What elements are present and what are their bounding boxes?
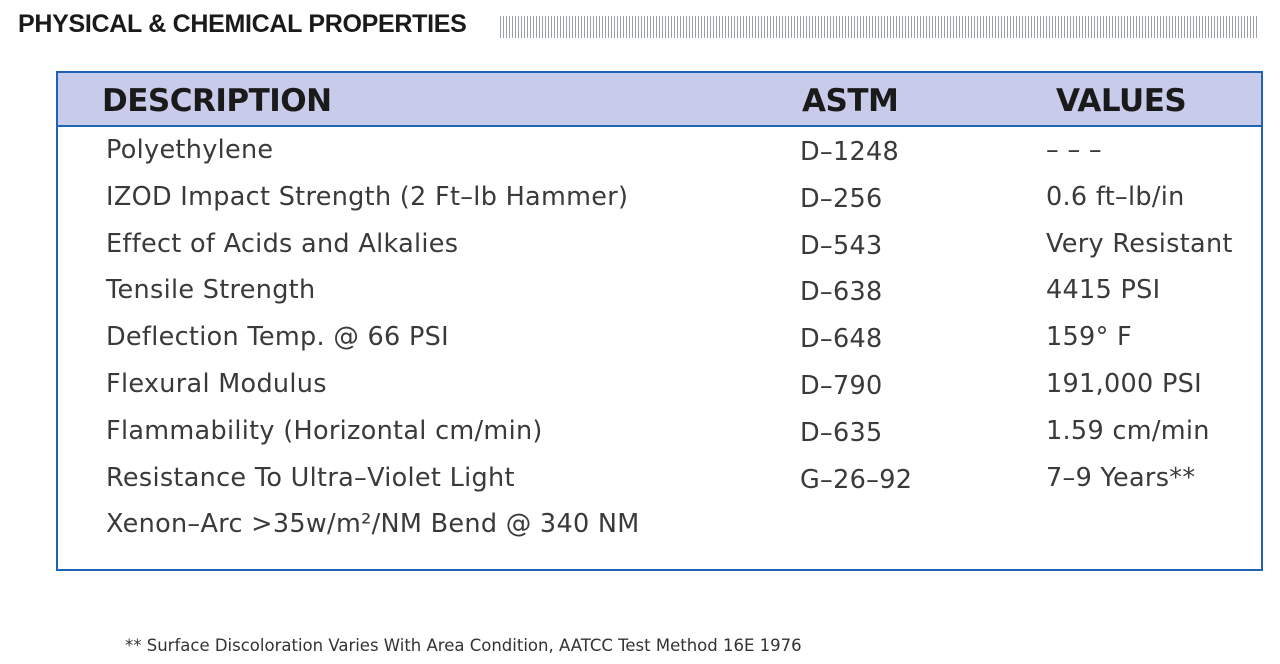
table-cell: Deflection Temp. @ 66 PSI bbox=[106, 322, 449, 353]
table-cell: Flexural Modulus bbox=[106, 369, 327, 399]
table-cell: 1.59 cm/min bbox=[1046, 415, 1210, 446]
table-cell: 4415 PSI bbox=[1046, 275, 1161, 306]
footnote: ** Surface Discoloration Varies With Are… bbox=[125, 636, 802, 655]
table-cell: Xenon–Arc >35w/m²/NM Bend @ 340 NM bbox=[106, 509, 640, 540]
table-cell: 7–9 Years** bbox=[1046, 462, 1196, 493]
table-cell: 0.6 ft–lb/in bbox=[1046, 181, 1185, 212]
table-cell: Resistance To Ultra–Violet Light bbox=[106, 462, 515, 493]
title-rule bbox=[500, 16, 1258, 38]
table-cell: D–1248 bbox=[800, 137, 900, 167]
table-cell: D–638 bbox=[800, 277, 883, 308]
column-header: DESCRIPTION bbox=[102, 83, 332, 119]
properties-table: DESCRIPTION ASTM VALUES Polyethylene D–1248… bbox=[56, 71, 1263, 571]
table-cell: D–635 bbox=[800, 417, 883, 448]
table-cell: D–256 bbox=[800, 183, 883, 214]
section-title: PHYSICAL & CHEMICAL PROPERTIES bbox=[18, 10, 467, 38]
table-cell: Tensile Strength bbox=[106, 275, 316, 306]
table-cell: Effect of Acids and Alkalies bbox=[106, 228, 459, 259]
table-cell: D–543 bbox=[800, 230, 883, 261]
table-cell: – – – bbox=[1046, 135, 1102, 165]
table-cell: 159° F bbox=[1046, 322, 1132, 353]
table-cell: Very Resistant bbox=[1046, 228, 1233, 259]
table-header: DESCRIPTION ASTM VALUES bbox=[58, 73, 1261, 127]
table-cell: Polyethylene bbox=[106, 135, 274, 165]
table-cell: G–26–92 bbox=[800, 464, 913, 495]
table-cell: Flammability (Horizontal cm/min) bbox=[106, 415, 543, 446]
column-header: VALUES bbox=[1056, 83, 1187, 119]
column-header: ASTM bbox=[802, 83, 899, 119]
table-cell: D–790 bbox=[800, 371, 883, 401]
table-cell: IZOD Impact Strength (2 Ft–lb Hammer) bbox=[106, 181, 629, 212]
table-cell: D–648 bbox=[800, 324, 883, 355]
table-cell: 191,000 PSI bbox=[1046, 369, 1202, 399]
